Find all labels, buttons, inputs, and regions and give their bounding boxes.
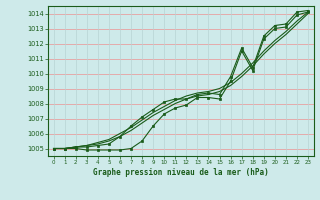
X-axis label: Graphe pression niveau de la mer (hPa): Graphe pression niveau de la mer (hPa) [93,168,269,177]
